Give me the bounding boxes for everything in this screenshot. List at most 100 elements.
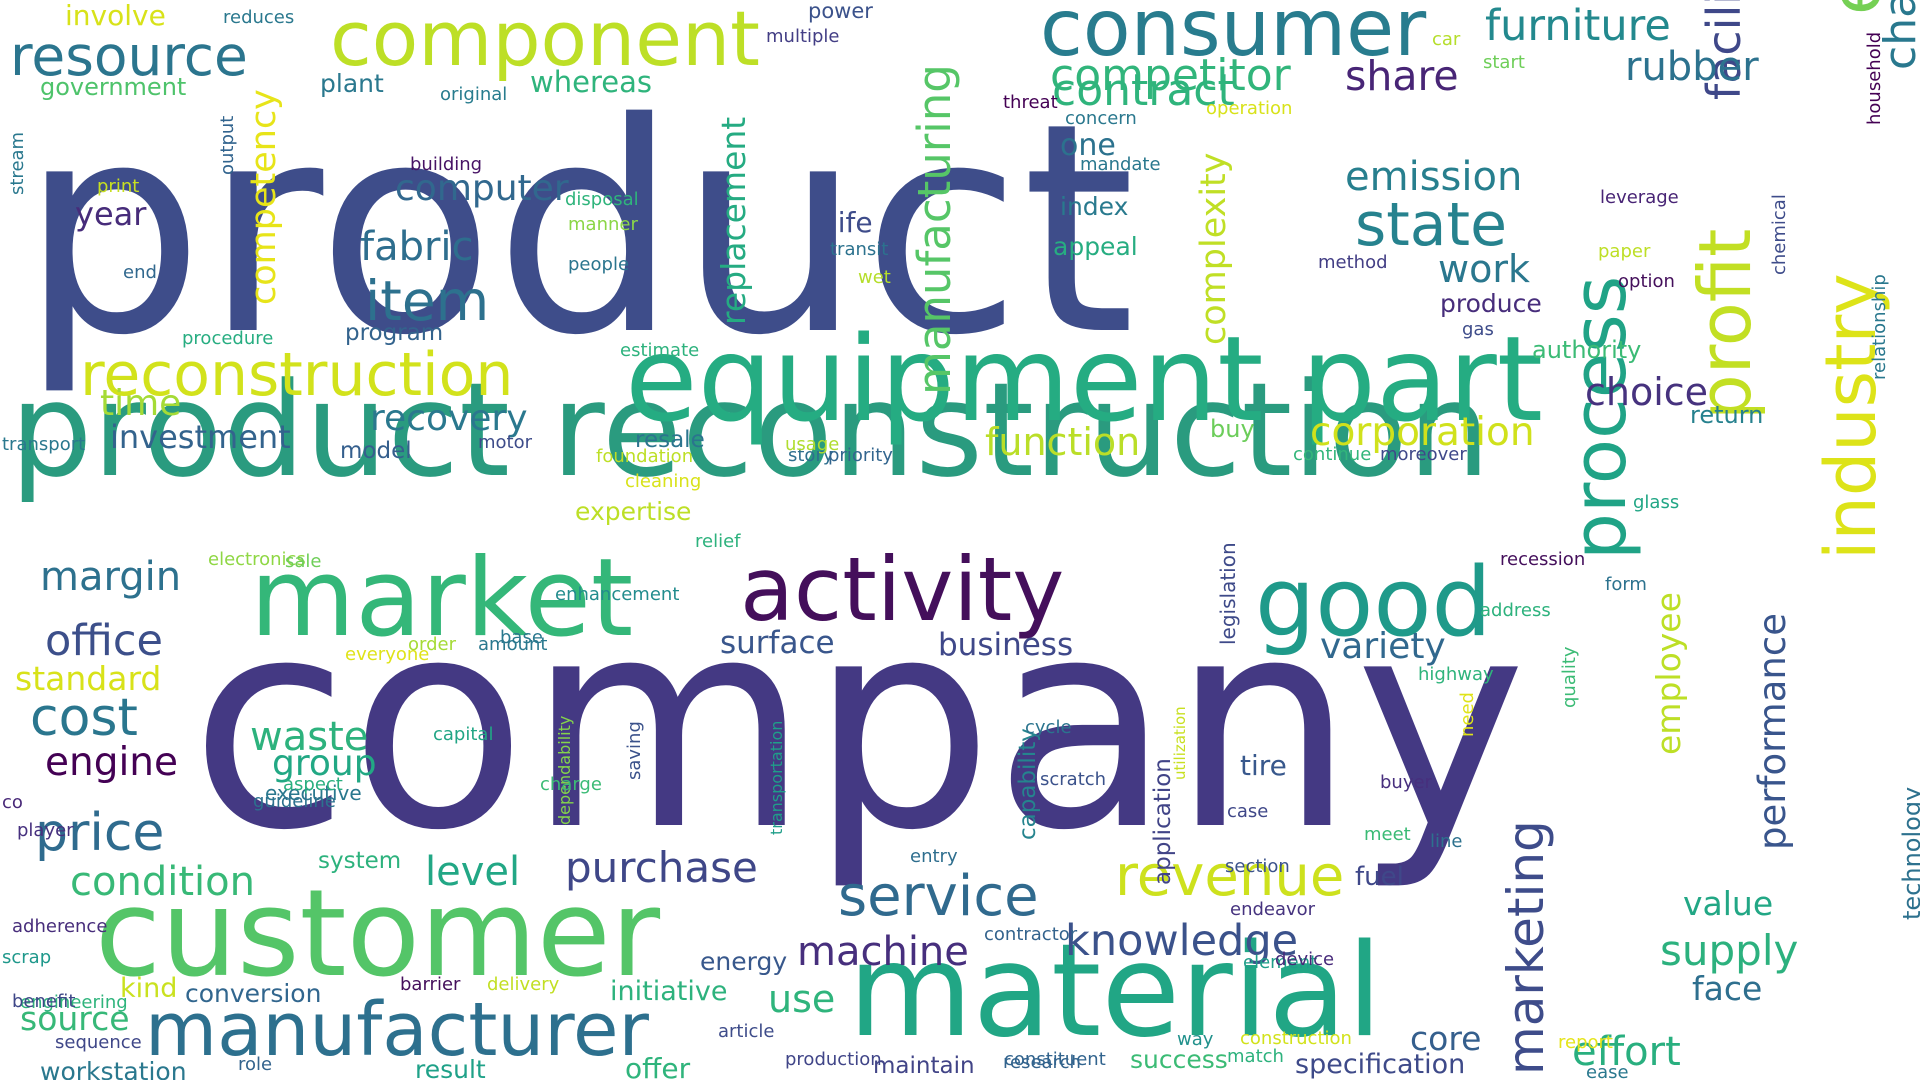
word-foundation: foundation <box>596 446 693 467</box>
word-corporation: corporation <box>1310 410 1535 455</box>
word-buyer: buyer <box>1380 772 1433 793</box>
word-facility: facility <box>1697 0 1751 100</box>
word-scratch: scratch <box>1040 769 1106 790</box>
word-value: value <box>1683 884 1773 923</box>
word-variety: variety <box>1320 626 1446 667</box>
word-form: form <box>1605 574 1647 595</box>
word-emission: emission <box>1345 154 1522 200</box>
word-knowledge: knowledge <box>1065 916 1298 966</box>
word-moreover: moreover <box>1380 444 1467 465</box>
word-revenue: revenue <box>1115 844 1344 909</box>
word-supply: supply <box>1660 926 1798 975</box>
word-base: base <box>500 627 543 648</box>
word-fuel: fuel <box>1355 862 1404 892</box>
word-method: method <box>1318 252 1388 273</box>
word-reduces: reduces <box>223 7 294 28</box>
word-player: player <box>17 820 74 841</box>
word-product: product <box>20 62 1135 399</box>
word-business: business <box>938 627 1073 663</box>
word-complexity: complexity <box>1194 153 1234 345</box>
word-purchase: purchase <box>565 843 758 892</box>
word-share: share <box>1345 52 1459 100</box>
word-option: option <box>1618 271 1675 292</box>
word-work: work <box>1438 247 1530 291</box>
word-system: system <box>318 848 401 874</box>
word-workstation: workstation <box>40 1057 187 1080</box>
word-process: process <box>1557 276 1643 560</box>
word-buy: buy <box>1210 415 1255 443</box>
word-role: role <box>238 1054 272 1075</box>
word-quality: quality <box>1559 646 1580 708</box>
word-computer: computer <box>395 168 569 209</box>
word-paper: paper <box>1598 241 1651 262</box>
word-element: element <box>1243 952 1317 973</box>
word-conversion: conversion <box>185 979 321 1008</box>
word-aspect: aspect <box>283 774 343 795</box>
word-cycle: cycle <box>1025 717 1072 738</box>
word-model: model <box>340 438 412 464</box>
word-use: use <box>768 977 835 1021</box>
word-condition: condition <box>70 859 255 905</box>
word-fabric: fabric <box>360 224 474 270</box>
word-furniture: furniture <box>1485 1 1671 51</box>
word-resale: resale <box>635 427 705 453</box>
word-core: core <box>1410 1019 1481 1058</box>
word-adherence: adherence <box>12 916 107 937</box>
word-authority: authority <box>1532 336 1641 364</box>
word-electronics: electronics <box>208 549 306 570</box>
word-glass: glass <box>1633 492 1679 513</box>
word-continue: continue <box>1293 444 1371 465</box>
word-way: way <box>1177 1029 1214 1050</box>
word-multiple: multiple <box>766 26 840 47</box>
word-article: article <box>718 1021 774 1042</box>
word-motor: motor <box>478 432 533 453</box>
word-capability: capability <box>1015 728 1041 840</box>
word-disposal: disposal <box>565 189 639 210</box>
word-car: car <box>1432 29 1461 50</box>
word-success: success <box>1130 1045 1228 1074</box>
word-building: building <box>410 154 482 175</box>
word-entry: entry <box>910 846 958 867</box>
word-utilization: utilization <box>1171 706 1189 780</box>
word-section: section <box>1225 856 1290 877</box>
word-choice: choice <box>1585 370 1708 414</box>
word-time: time <box>100 383 181 424</box>
word-index: index <box>1060 192 1128 221</box>
word-procedure: procedure <box>182 328 273 349</box>
word-investment: investment <box>110 418 291 456</box>
word-plant: plant <box>320 69 384 98</box>
word-manner: manner <box>568 214 638 235</box>
word-one: one <box>1060 128 1116 163</box>
word-cleaning: cleaning <box>625 471 701 492</box>
word-address: address <box>1480 600 1551 621</box>
word-mandate: mandate <box>1080 154 1161 175</box>
word-level: level <box>425 849 520 895</box>
word-chemical: chemical <box>1769 194 1790 275</box>
word-maintain: maintain <box>873 1053 975 1079</box>
word-print: print <box>97 176 139 197</box>
word-performance: performance <box>1751 613 1794 850</box>
word-sale: sale <box>285 551 321 572</box>
word-face: face <box>1692 969 1762 1008</box>
word-endeavor: endeavor <box>1230 899 1316 920</box>
word-saving: saving <box>624 721 645 780</box>
word-recession: recession <box>1500 549 1585 570</box>
word-power: power <box>808 0 873 23</box>
word-competency: competency <box>244 89 284 305</box>
word-product-reconstruction: product reconstruction <box>10 354 1490 506</box>
word-initiative: initiative <box>610 976 727 1007</box>
word-production: production <box>785 1049 882 1070</box>
word-output: output <box>217 116 238 175</box>
word-order: order <box>408 634 457 655</box>
word-technology: technology <box>1898 787 1920 920</box>
word-engine: engine <box>45 740 178 785</box>
word-priority: priority <box>828 445 893 466</box>
word-wet: wet <box>858 267 891 288</box>
word-office: office <box>45 616 163 666</box>
word-manufacturer: manufacturer <box>145 987 650 1073</box>
word-marketing: marketing <box>1497 820 1555 1075</box>
word-good: good <box>1255 548 1492 658</box>
word-market: market <box>250 536 633 661</box>
word-usage: usage <box>785 434 839 455</box>
word-end: end <box>123 262 157 283</box>
